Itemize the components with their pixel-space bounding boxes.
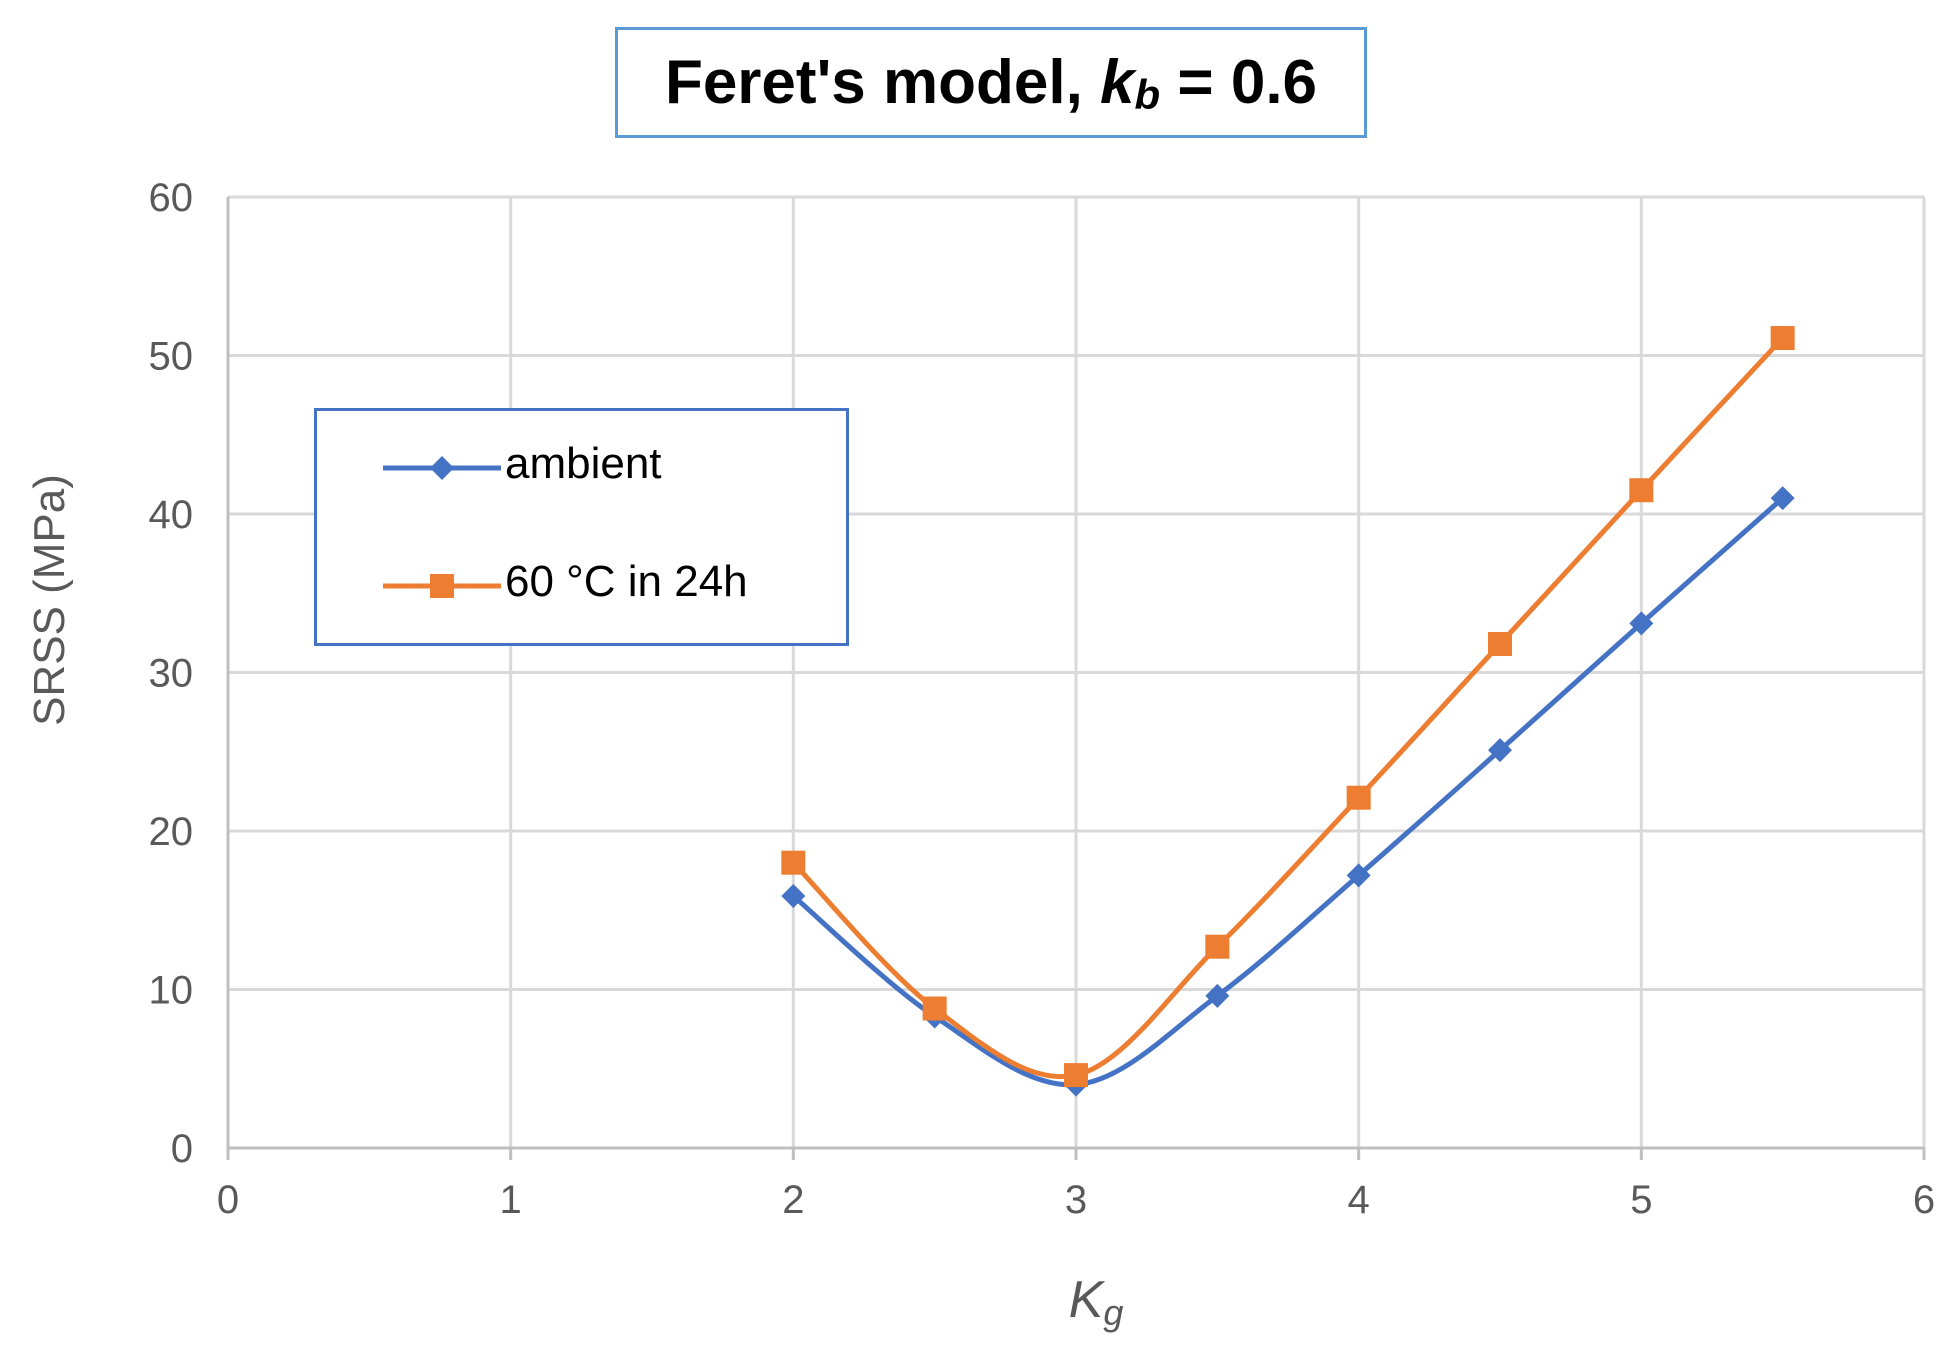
y-tick-label: 20 (149, 810, 194, 854)
series-line-0 (791, 496, 1785, 1088)
data-point-square (1346, 785, 1371, 810)
y-tick-label: 10 (149, 969, 194, 1013)
data-point-square (1064, 1063, 1088, 1088)
data-point-diamond (1205, 983, 1230, 1008)
data-point-square (1770, 326, 1795, 351)
y-tick-label: 60 (149, 176, 194, 220)
x-tick-label: 2 (782, 1178, 804, 1222)
data-point-square (1205, 934, 1230, 959)
x-tick-label: 5 (1630, 1178, 1652, 1222)
grid-lines (226, 195, 1926, 1150)
legend: ambient 60 °C in 24h (314, 408, 849, 646)
y-axis-label: SRSS (MPa) (25, 474, 74, 726)
x-tick-label: 3 (1065, 1178, 1087, 1222)
data-point-diamond (1629, 611, 1654, 636)
y-tick-label: 30 (149, 652, 194, 696)
x-tick-label: 0 (217, 1178, 239, 1222)
data-point-diamond (1346, 863, 1371, 888)
x-tick-label: 4 (1348, 1178, 1370, 1222)
x-axis-label: Kg (1068, 1270, 1124, 1333)
data-point-diamond (781, 883, 806, 908)
data-point-square (781, 850, 806, 875)
title-variable-subscript: b (1134, 71, 1161, 118)
legend-label-60c: 60 °C in 24h (505, 557, 748, 606)
data-point-square (1488, 631, 1512, 656)
title-prefix: Feret's model, (664, 48, 1101, 117)
x-axis-label-main: K (1068, 1271, 1104, 1329)
title-variable: kb (1100, 48, 1161, 118)
data-point-diamond (1770, 486, 1795, 511)
title-variable-main: k (1100, 48, 1135, 117)
title-suffix: = 0.6 (1160, 48, 1318, 117)
chart-title-box: Feret's model, kb = 0.6 (615, 27, 1367, 138)
data-point-square (1629, 478, 1654, 503)
axes (226, 197, 1926, 1160)
legend-marker-diamond (430, 456, 454, 480)
chart-title: Feret's model, kb = 0.6 (665, 47, 1317, 118)
data-point-square (922, 996, 947, 1021)
y-tick-label: 0 (171, 1127, 193, 1171)
x-axis-label-subscript: g (1103, 1292, 1124, 1333)
x-tick-label: 6 (1913, 1178, 1935, 1222)
series-line-1 (791, 336, 1785, 1080)
data-series (781, 326, 1795, 1097)
legend-markers (383, 456, 501, 598)
y-tick-label: 40 (149, 493, 194, 537)
legend-label-ambient: ambient (505, 439, 662, 488)
y-tick-label: 50 (149, 335, 194, 379)
series-1 (781, 326, 1795, 1088)
x-tick-label: 1 (500, 1178, 522, 1222)
data-point-diamond (1488, 738, 1512, 763)
legend-marker-square (430, 574, 454, 598)
